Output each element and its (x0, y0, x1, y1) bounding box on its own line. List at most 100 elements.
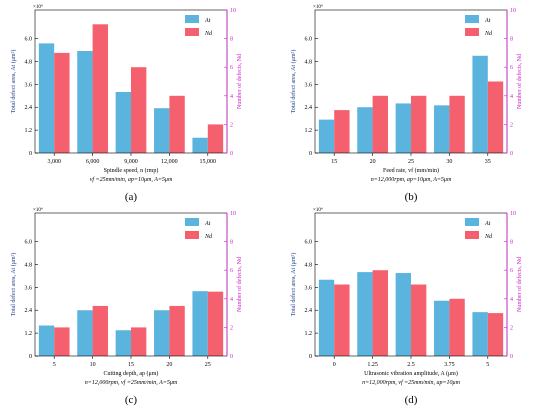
legend-swatch-defects (465, 28, 479, 36)
y-left-tick-label: 1.2 (25, 128, 33, 134)
panel-label: (b) (405, 191, 418, 203)
y-left-tick-label: 4.8 (25, 262, 33, 268)
y-left-tick-label: 4.8 (25, 59, 33, 65)
bar-defects-5 (207, 124, 224, 153)
x-tick-label: 6,000 (86, 159, 100, 165)
y-left-label: Total defect area, At (μm²) (10, 253, 17, 317)
bar-area-5 (472, 55, 488, 154)
bar-area-2 (77, 310, 93, 356)
y-left-tick-label: 3.6 (25, 285, 33, 291)
y-right-tick-label: 0 (230, 354, 233, 360)
y-right-tick-label: 6 (510, 65, 513, 71)
x-tick-label: 5 (53, 362, 56, 368)
legend-swatch-area (465, 15, 479, 23)
legend-swatch-defects (185, 28, 199, 36)
bar-defects-3 (411, 95, 427, 153)
bar-defects-2 (92, 305, 108, 356)
condition-caption: n=12,000rpm, vf =25mm/min, A=5μm (85, 379, 178, 386)
y-left-tick-label: 2.4 (305, 105, 313, 111)
bar-defects-3 (131, 327, 147, 356)
bar-defects-3 (131, 67, 147, 153)
y-left-tick-label: 1.2 (305, 331, 313, 337)
y-right-tick-label: 8 (230, 240, 233, 246)
bar-defects-2 (372, 270, 388, 356)
legend-swatch-defects (185, 231, 199, 239)
legend-label-area: At (484, 221, 491, 227)
bar-defects-4 (449, 95, 465, 153)
y-left-tick-label: 3.6 (305, 285, 313, 291)
bar-area-4 (154, 108, 170, 153)
bar-defects-3 (411, 284, 427, 356)
y-left-multiplier: ×10⁴ (313, 4, 323, 10)
y-right-tick-label: 4 (230, 94, 233, 100)
bar-defects-1 (54, 327, 70, 356)
bar-defects-1 (334, 110, 350, 153)
y-left-tick-label: 3.6 (305, 82, 313, 88)
x-tick-label: 35 (485, 159, 491, 165)
y-right-tick-label: 10 (230, 211, 236, 217)
bar-area-4 (154, 310, 170, 356)
bar-area-4 (434, 300, 450, 356)
x-tick-label: 10 (90, 362, 96, 368)
x-tick-label: 20 (370, 159, 376, 165)
legend-label-area: At (204, 221, 211, 227)
y-left-label: Total defect area, At (μm²) (10, 50, 17, 114)
bar-defects-4 (169, 305, 185, 356)
y-right-tick-label: 2 (510, 122, 513, 128)
chart-panel-3: 5 10 15 20 25 0 1.2 2.4 3.6 4.8 6.0 ×10⁴ 0 2 4 6 8 10 Tota… (10, 207, 243, 406)
bar-area-2 (357, 107, 373, 153)
legend-label-area: At (484, 18, 491, 24)
bar-area-5 (192, 291, 208, 356)
y-left-tick-label: 4.8 (305, 59, 313, 65)
y-left-tick-label: 6.0 (305, 240, 313, 246)
chart-panel-4: 0 1.25 2.5 3.75 5 0 1.2 2.4 3.6 4.8 6.0 ×10⁴ 0 2 4 6 8 10… (290, 207, 523, 406)
bar-area-3 (395, 273, 411, 356)
x-tick-label: 3.75 (444, 362, 455, 368)
y-left-label: Total defect area, At (μm²) (290, 253, 297, 317)
y-right-label: Number of defects, Nd (516, 54, 523, 109)
x-axis-label: Spindle speed, n (rmp) (104, 167, 159, 174)
x-tick-label: 12,000 (161, 159, 178, 165)
legend-swatch-area (185, 218, 199, 226)
legend-label-defects: Nd (204, 31, 213, 37)
y-right-tick-label: 6 (510, 268, 513, 274)
x-tick-label: 0 (333, 362, 336, 368)
y-right-tick-label: 10 (510, 211, 516, 217)
condition-caption: vf =25mm/min, ap=10μm, A=5μm (90, 176, 173, 183)
panel-label: (c) (125, 394, 138, 406)
bar-area-1 (318, 279, 335, 356)
legend-label-defects: Nd (484, 31, 493, 37)
condition-caption: n=12,000rpm, ap=10μm, A=5μm (371, 177, 452, 183)
x-tick-label: 15,000 (200, 159, 217, 165)
y-right-tick-label: 10 (230, 8, 236, 14)
y-left-multiplier: ×10⁴ (33, 4, 43, 10)
panel-label: (d) (405, 394, 418, 406)
legend-swatch-area (185, 15, 199, 23)
bar-area-3 (115, 330, 131, 356)
x-tick-label: 25 (205, 362, 211, 368)
y-left-tick-label: 3.6 (25, 82, 33, 88)
bar-area-5 (472, 312, 488, 356)
y-left-tick-label: 0 (309, 151, 312, 157)
bar-defects-5 (487, 81, 504, 153)
legend-swatch-defects (465, 231, 479, 239)
legend-label-defects: Nd (484, 234, 493, 240)
y-left-tick-label: 6.0 (305, 37, 313, 43)
bar-defects-2 (92, 24, 108, 153)
bar-defects-1 (54, 52, 70, 153)
bar-area-2 (77, 50, 93, 153)
x-axis-label: Feed rate, vf (mm/min) (383, 167, 439, 174)
y-right-tick-label: 2 (230, 325, 233, 331)
condition-caption: n=12,000rpm, vf =25mm/min, ap=10μm (362, 379, 460, 386)
y-left-tick-label: 6.0 (25, 37, 33, 43)
y-right-tick-label: 2 (510, 325, 513, 331)
y-right-tick-label: 4 (230, 297, 233, 303)
x-tick-label: 15 (331, 159, 337, 165)
x-tick-label: 15 (128, 362, 134, 368)
bar-area-3 (395, 103, 411, 153)
x-tick-label: 5 (486, 362, 489, 368)
x-axis-label: Ultrasonic vibration amplitude, A (μm) (364, 370, 458, 377)
legend-label-area: At (204, 18, 211, 24)
y-left-tick-label: 4.8 (305, 262, 313, 268)
